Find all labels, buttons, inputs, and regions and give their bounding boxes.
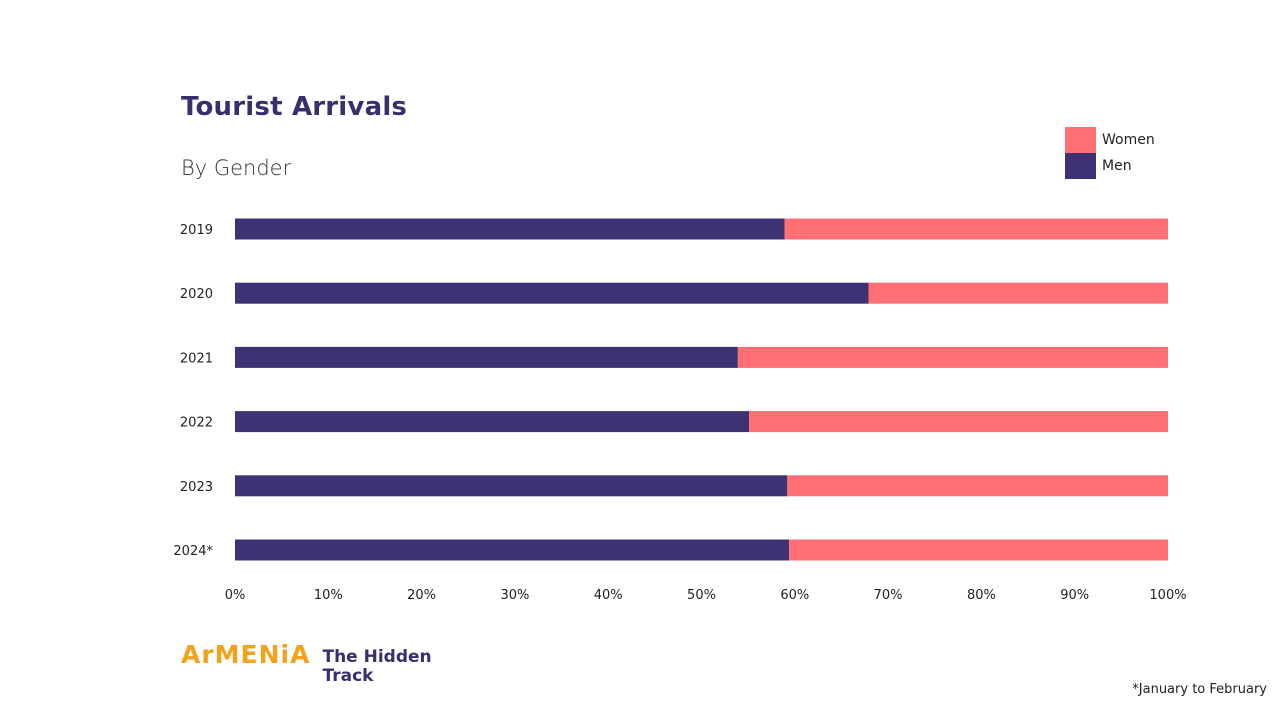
armenia-logo: ArMENiA The Hidden Track <box>181 640 432 686</box>
legend-item-women: Women <box>1065 127 1155 153</box>
bar-women-2021 <box>737 346 1168 368</box>
y-tick-label: 2020 <box>180 287 213 302</box>
bar-men-2020 <box>235 282 869 304</box>
legend: Women Men <box>1065 127 1155 179</box>
y-tick-label: 2019 <box>180 223 213 238</box>
legend-swatch-men <box>1065 153 1096 179</box>
x-tick-label: 40% <box>594 588 623 603</box>
x-tick-label: 0% <box>225 588 246 603</box>
x-tick-label: 20% <box>407 588 436 603</box>
bar-men-2021 <box>235 346 738 368</box>
x-tick-label: 100% <box>1149 588 1186 603</box>
logo-armenia-text: ArMENiA <box>181 640 311 669</box>
logo-tagline-line2: Track <box>322 666 374 686</box>
x-tick-label: 80% <box>967 588 996 603</box>
legend-swatch-women <box>1065 127 1096 153</box>
bar-women-2024 <box>789 539 1168 561</box>
y-tick-label: 2024* <box>173 544 213 559</box>
y-tick-label: 2022 <box>180 416 213 431</box>
x-tick-label: 50% <box>687 588 716 603</box>
legend-label-women: Women <box>1102 132 1155 148</box>
chart-subtitle: By Gender <box>181 156 292 180</box>
x-tick-label: 10% <box>314 588 343 603</box>
legend-item-men: Men <box>1065 153 1155 179</box>
logo-tagline-line1: The Hidden <box>322 647 432 667</box>
bar-women-2023 <box>787 475 1168 497</box>
y-tick-label: 2023 <box>180 480 213 495</box>
x-tick-label: 30% <box>500 588 529 603</box>
bar-men-2019 <box>235 218 785 240</box>
bar-women-2020 <box>868 282 1168 304</box>
legend-label-men: Men <box>1102 158 1132 174</box>
bar-men-2022 <box>235 411 750 433</box>
logo-tagline: The Hidden Track <box>322 648 431 686</box>
bar-women-2019 <box>784 218 1168 240</box>
bar-men-2023 <box>235 475 788 497</box>
footnote: *January to February <box>1132 682 1267 697</box>
y-tick-label: 2021 <box>180 351 213 366</box>
chart-title: Tourist Arrivals <box>181 92 408 122</box>
bar-women-2022 <box>749 411 1168 433</box>
bar-men-2024 <box>235 539 790 561</box>
x-tick-label: 60% <box>780 588 809 603</box>
x-tick-label: 70% <box>874 588 903 603</box>
x-tick-label: 90% <box>1060 588 1089 603</box>
